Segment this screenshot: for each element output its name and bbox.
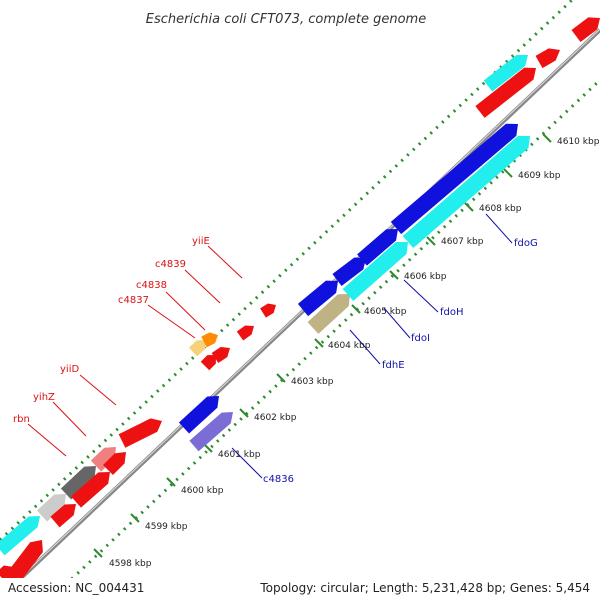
- backbone-highlight: [0, 28, 600, 598]
- gene-feature: [200, 355, 216, 371]
- label-leader-line: [403, 279, 439, 313]
- label-leader-line: [184, 269, 221, 304]
- gene-feature: [103, 452, 126, 475]
- inner-dotted-track: [58, 78, 600, 592]
- gene-feature: [36, 494, 66, 522]
- tick-mark: [276, 373, 286, 383]
- topology-text: Topology: circular; Length: 5,231,428 bp…: [260, 581, 590, 595]
- tick-label: 4607 kbp: [441, 237, 484, 247]
- label-leader-line: [231, 447, 263, 479]
- tick-mark: [464, 202, 474, 212]
- gene-feature: [571, 17, 600, 42]
- gene-feature: [307, 294, 350, 334]
- gene-feature: [483, 54, 528, 92]
- genome-backbone: [0, 28, 600, 600]
- label-leader-line: [383, 307, 411, 339]
- tick-mark: [166, 477, 176, 487]
- label-leader-line: [27, 423, 67, 457]
- gene-label-yihZ[interactable]: yihZ: [33, 392, 55, 403]
- label-leader-line: [79, 374, 117, 406]
- gene-label-fdhE[interactable]: fdhE: [382, 360, 405, 371]
- tick-label: 4603 kbp: [291, 377, 334, 387]
- gene-feature: [260, 303, 276, 318]
- footer-bar: Accession: NC_004431 Topology: circular;…: [0, 578, 600, 600]
- gene-feature: [71, 472, 110, 508]
- gene-feature: [201, 332, 218, 348]
- tick-mark: [314, 338, 324, 348]
- gene-feature: [118, 418, 162, 448]
- gene-feature: [90, 447, 116, 472]
- label-leader-lines: [27, 213, 513, 479]
- tick-mark: [503, 168, 513, 178]
- tick-mark: [542, 133, 552, 143]
- label-leader-line: [52, 401, 87, 437]
- tick-label: 4604 kbp: [328, 341, 371, 351]
- tick-mark: [389, 270, 399, 280]
- tick-marks: [93, 133, 552, 558]
- gene-label-yiiE[interactable]: yiiE: [192, 236, 210, 247]
- label-leader-line: [485, 213, 513, 244]
- tick-label: 4610 kbp: [557, 137, 600, 147]
- gene-feature: [402, 135, 530, 249]
- gene-label-rbn[interactable]: rbn: [13, 414, 30, 425]
- gene-feature: [332, 257, 366, 286]
- gene-label-fdoG[interactable]: fdoG: [514, 238, 538, 249]
- tick-label: 4600 kbp: [181, 486, 224, 496]
- gene-label-yiiD[interactable]: yiiD: [60, 364, 79, 375]
- label-leader-line: [147, 304, 196, 339]
- gene-feature: [189, 412, 233, 452]
- tick-mark: [239, 408, 249, 418]
- label-leader-line: [165, 291, 206, 331]
- tick-label: 4609 kbp: [518, 171, 561, 181]
- gene-feature: [535, 48, 560, 69]
- tick-mark: [426, 236, 436, 246]
- map-title: Escherichia coli CFT073, complete genome: [146, 12, 426, 27]
- gene-feature: [297, 280, 338, 317]
- gene-feature: [0, 516, 40, 556]
- gene-feature: [60, 466, 96, 500]
- tick-mark: [130, 513, 140, 523]
- gene-label-c4839[interactable]: c4839: [155, 259, 186, 270]
- gene-feature: [357, 229, 398, 266]
- gene-feature: [178, 396, 219, 434]
- gene-feature: [50, 504, 76, 528]
- gene-label-c4836[interactable]: c4836: [263, 474, 294, 485]
- tick-label: 4599 kbp: [145, 522, 188, 532]
- tick-label: 4601 kbp: [218, 450, 261, 460]
- label-leader-line: [207, 245, 243, 279]
- gene-label-fdoI[interactable]: fdoI: [411, 333, 430, 344]
- tick-label: 4602 kbp: [254, 413, 297, 423]
- tick-mark: [351, 304, 361, 314]
- gene-label-c4837[interactable]: c4837: [118, 295, 149, 306]
- tick-mark: [93, 548, 103, 558]
- accession-text: Accession: NC_004431: [8, 581, 145, 595]
- gene-feature: [342, 241, 408, 301]
- gene-feature: [390, 123, 518, 235]
- tick-label: 4605 kbp: [364, 307, 407, 317]
- outer-dotted-track: [0, 0, 574, 542]
- tick-label: 4606 kbp: [404, 272, 447, 282]
- tick-label: 4598 kbp: [109, 559, 152, 569]
- gene-feature: [211, 347, 230, 363]
- gene-feature: [236, 325, 254, 341]
- gene-label-c4838[interactable]: c4838: [136, 280, 167, 291]
- tick-label: 4608 kbp: [479, 204, 522, 214]
- gene-feature: [188, 340, 206, 357]
- gene-label-fdoH[interactable]: fdoH: [440, 307, 464, 318]
- gene-feature: [475, 67, 536, 118]
- label-leader-line: [349, 329, 381, 365]
